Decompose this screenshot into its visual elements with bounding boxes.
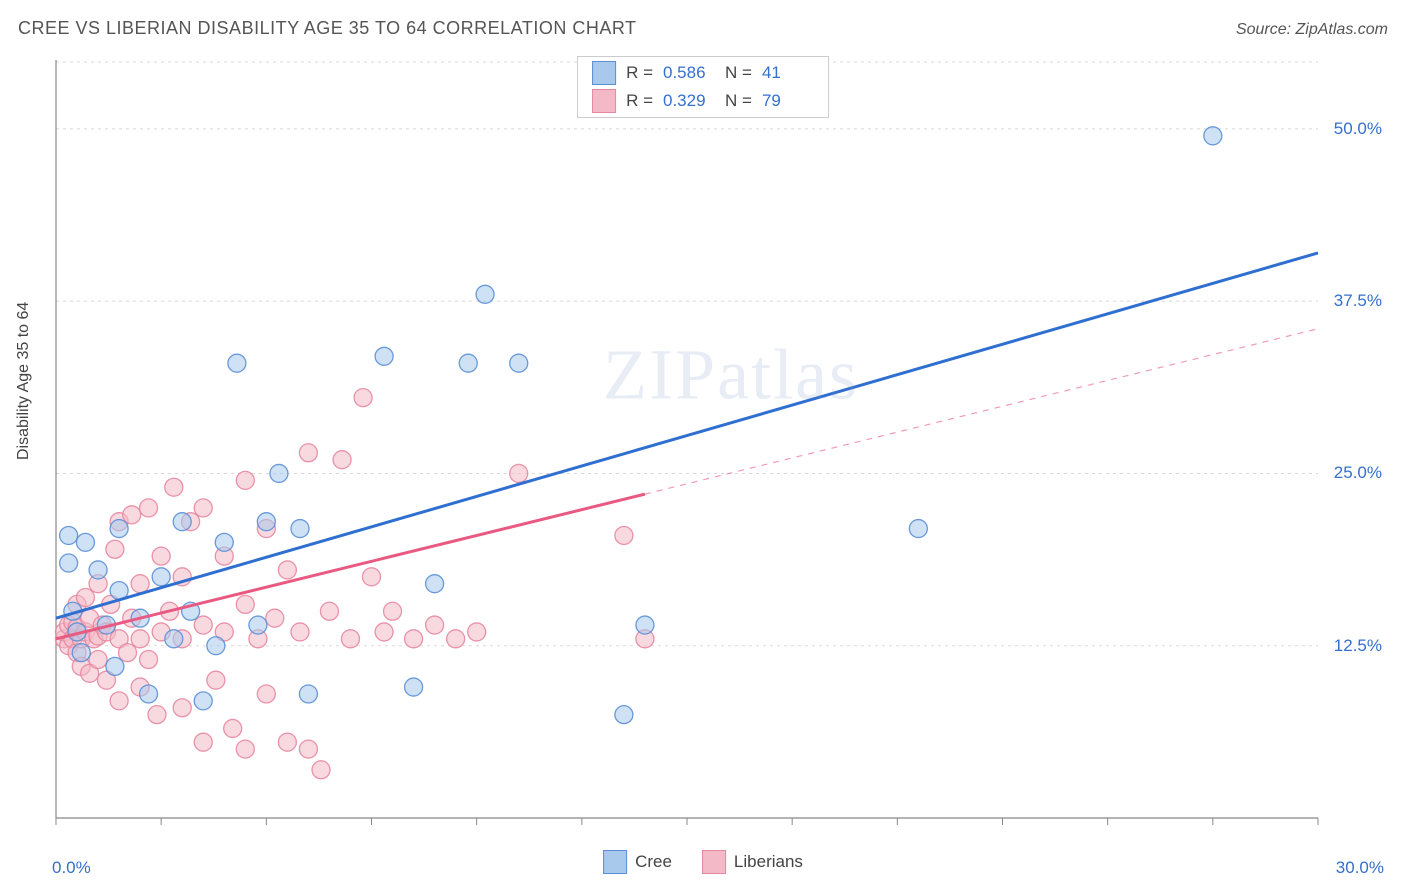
r-value: 0.329: [663, 91, 715, 111]
y-tick-label: 37.5%: [1334, 291, 1382, 311]
legend-item: Cree: [603, 850, 672, 874]
n-label: N =: [725, 91, 752, 111]
legend-label: Cree: [635, 852, 672, 872]
y-axis-label: Disability Age 35 to 64: [15, 302, 33, 460]
y-tick-label: 50.0%: [1334, 119, 1382, 139]
n-value: 41: [762, 63, 814, 83]
legend-label: Liberians: [734, 852, 803, 872]
chart-title: CREE VS LIBERIAN DISABILITY AGE 35 TO 64…: [18, 18, 637, 39]
stats-legend-row: R = 0.586 N = 41: [578, 59, 828, 87]
x-axis-end-label: 30.0%: [1336, 858, 1384, 878]
n-value: 79: [762, 91, 814, 111]
stats-legend-row: R = 0.329 N = 79: [578, 87, 828, 115]
y-tick-label: 25.0%: [1334, 463, 1382, 483]
scatter-chart: [50, 50, 1388, 862]
legend-swatch-icon: [702, 850, 726, 874]
r-label: R =: [626, 91, 653, 111]
y-tick-label: 12.5%: [1334, 636, 1382, 656]
legend-swatch-icon: [592, 89, 616, 113]
legend-swatch-icon: [603, 850, 627, 874]
legend-swatch-icon: [592, 61, 616, 85]
chart-area: [50, 50, 1388, 862]
legend-item: Liberians: [702, 850, 803, 874]
r-label: R =: [626, 63, 653, 83]
x-axis-start-label: 0.0%: [52, 858, 91, 878]
n-label: N =: [725, 63, 752, 83]
r-value: 0.586: [663, 63, 715, 83]
stats-legend: R = 0.586 N = 41 R = 0.329 N = 79: [577, 56, 829, 118]
source-attribution: Source: ZipAtlas.com: [1236, 21, 1388, 39]
header: CREE VS LIBERIAN DISABILITY AGE 35 TO 64…: [18, 18, 1388, 39]
series-legend: Cree Liberians: [603, 850, 803, 874]
